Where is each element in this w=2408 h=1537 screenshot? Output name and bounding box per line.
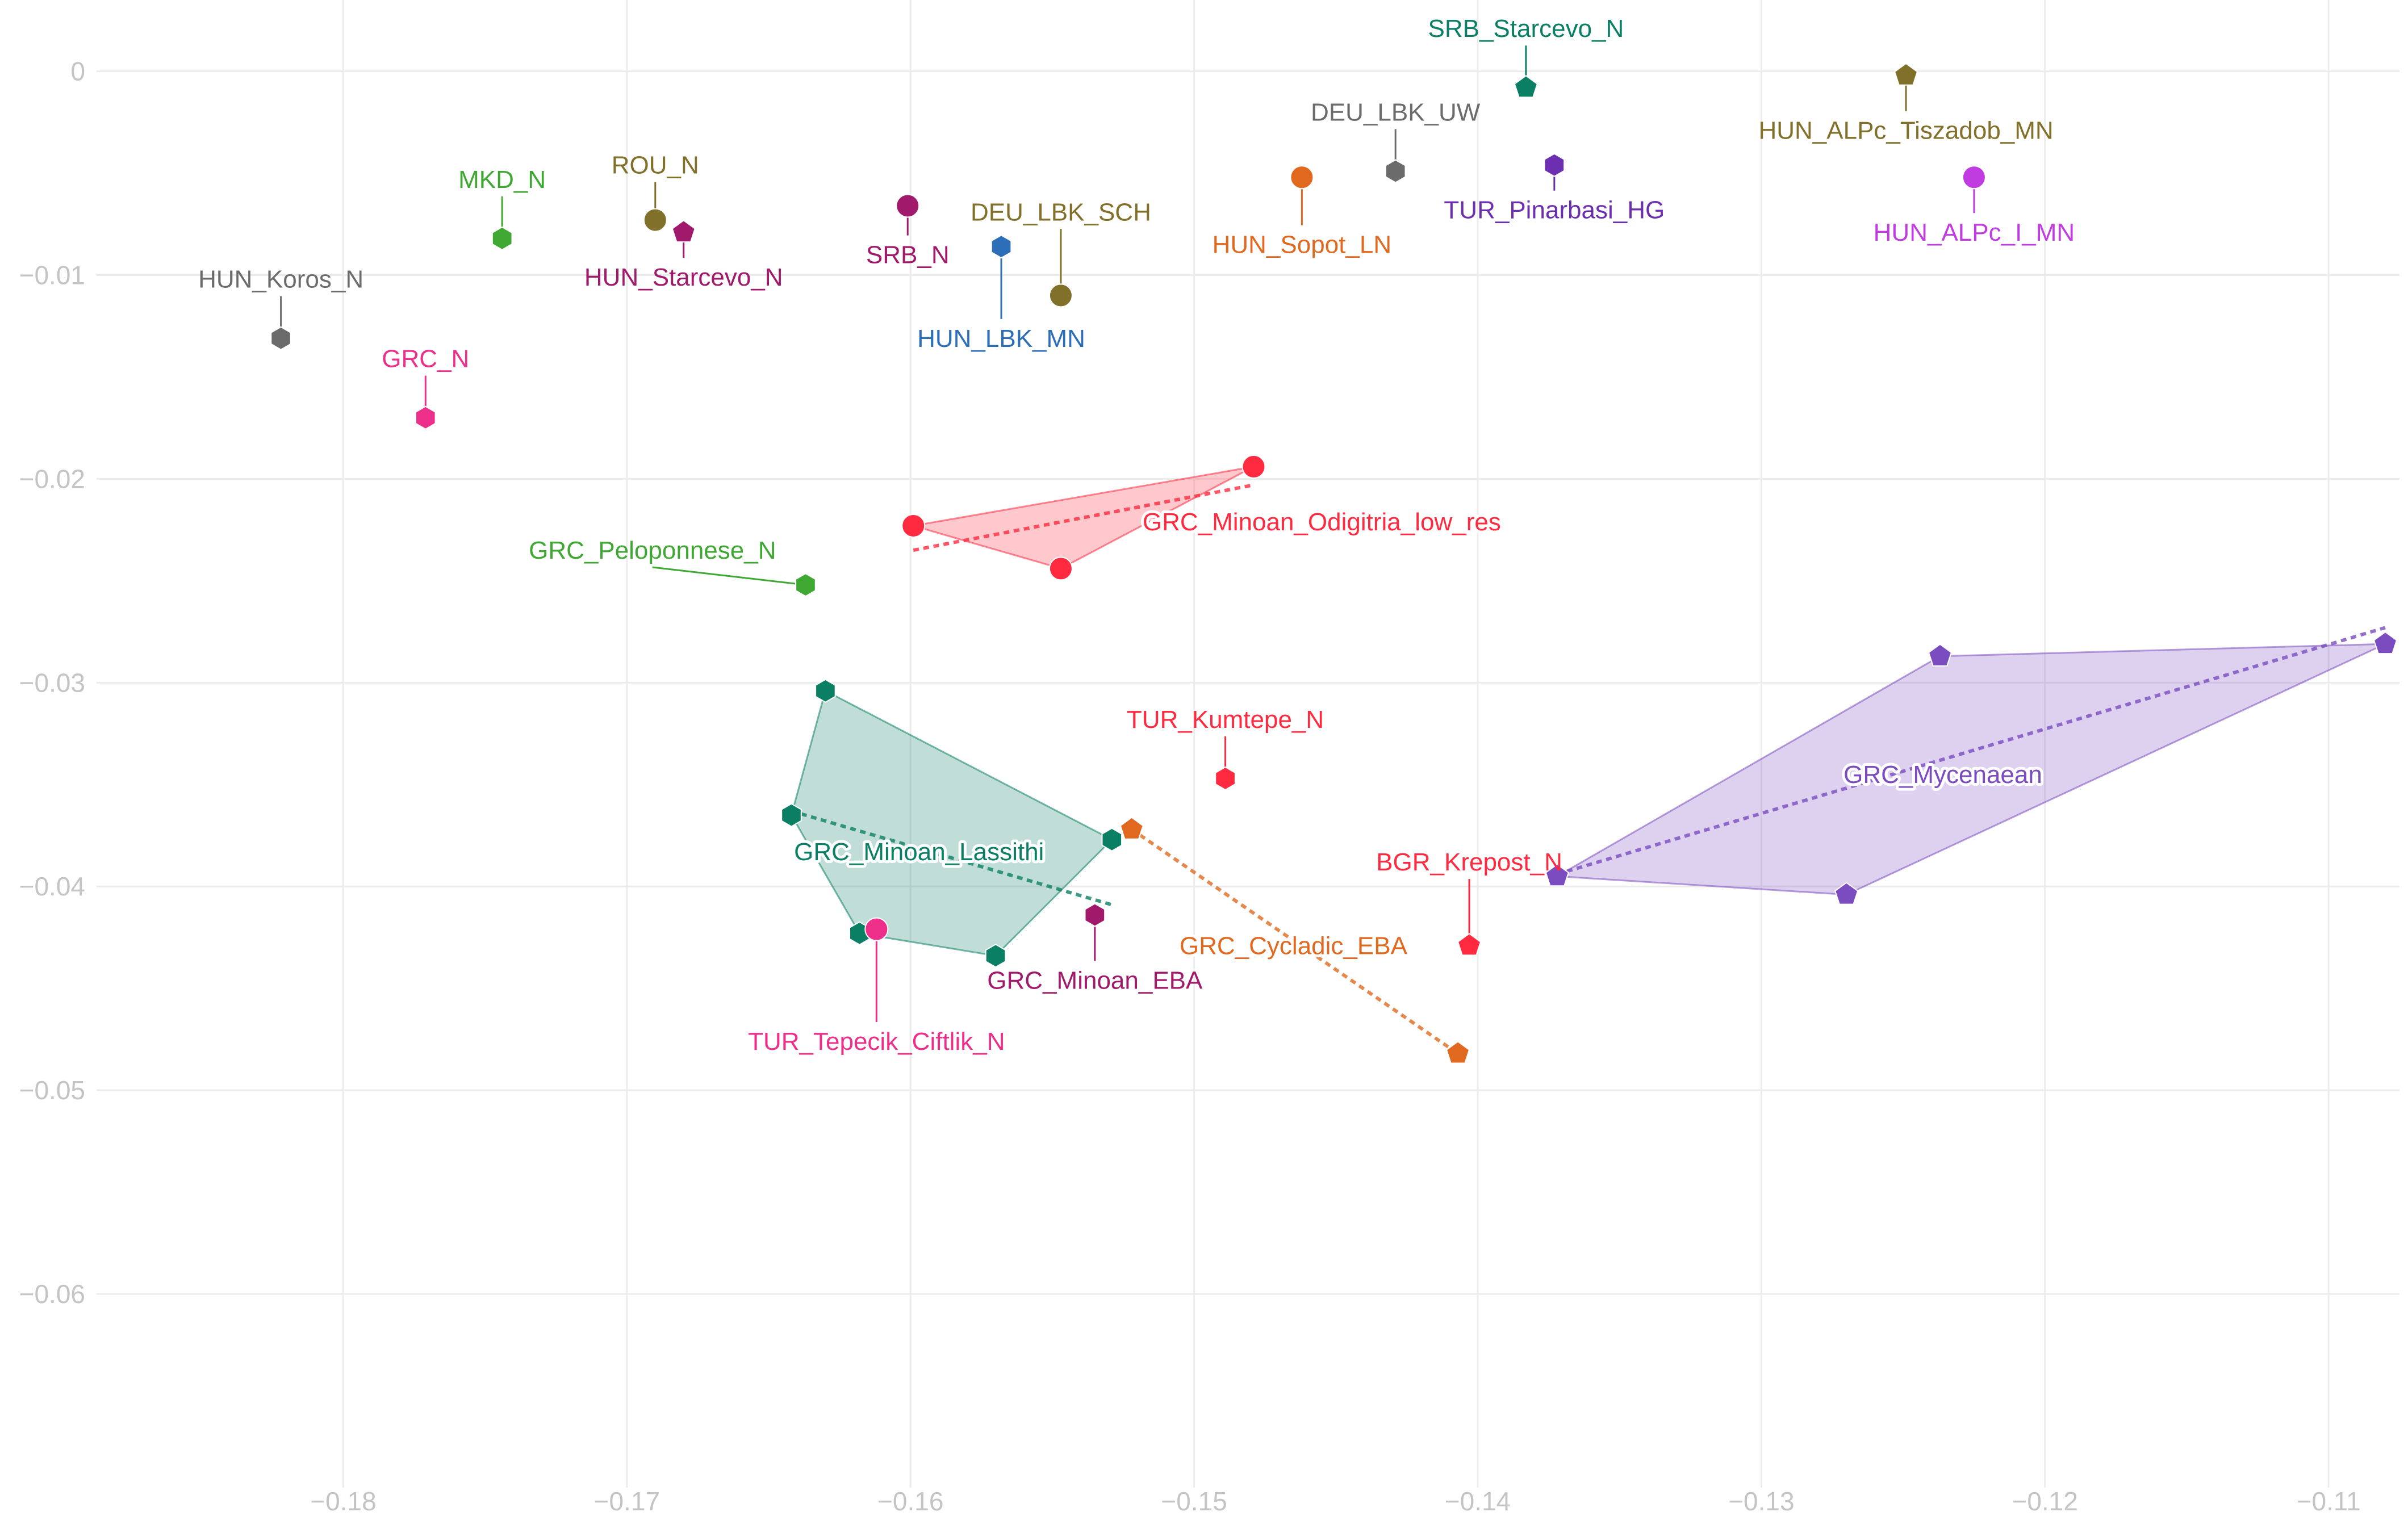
mkd-n-label: MKD_N xyxy=(458,166,546,194)
grc-minoan-odigitria-low-res-point xyxy=(901,513,926,538)
x-tick-label: −0.16 xyxy=(877,1486,943,1516)
tur-kumtepe-n-point xyxy=(1215,766,1236,791)
y-tick-label: −0.01 xyxy=(19,261,85,290)
tur-tepecik-ciftlik-n-label: TUR_Tepecik_Ciftlik_N xyxy=(748,1028,1005,1056)
deu-lbk-sch-point xyxy=(1048,283,1073,308)
grc-mycenaean-point xyxy=(1834,882,1859,905)
grc-cycladic-eba-label: GRC_Cycladic_EBA xyxy=(1180,932,1408,960)
hun-koros-n-point xyxy=(270,326,291,350)
srb-n-point xyxy=(896,194,920,218)
tur-kumtepe-n-label: TUR_Kumtepe_N xyxy=(1127,706,1324,734)
x-tick-label: −0.14 xyxy=(1445,1486,1511,1516)
y-tick-label: −0.05 xyxy=(19,1075,85,1105)
grc-mycenaean-point xyxy=(2373,631,2398,655)
hun-alpc-i-mn-point xyxy=(1962,165,1986,190)
bgr-krepost-n-label: BGR_Krepost_N xyxy=(1376,848,1562,876)
marker-layer xyxy=(270,62,2398,1064)
x-tick-label: −0.12 xyxy=(2012,1486,2078,1516)
y-tick-label: −0.02 xyxy=(19,464,85,493)
deu-lbk-uw-point xyxy=(1385,159,1406,183)
y-tick-label: −0.06 xyxy=(19,1279,85,1309)
grc-minoan-lassithi-trend-line xyxy=(791,809,1113,907)
x-tick-label: −0.15 xyxy=(1161,1486,1227,1516)
rou-n-label: ROU_N xyxy=(612,152,699,179)
grc-minoan-odigitria-low-res-point xyxy=(1048,556,1073,581)
grc-minoan-odigitria-low-res-trend-line xyxy=(913,483,1255,552)
x-tick-label: −0.17 xyxy=(594,1486,660,1516)
grc-minoan-eba-point xyxy=(1084,903,1106,927)
tur-pinarbasi-hg-point xyxy=(1544,153,1565,177)
grc-minoan-lassithi-point xyxy=(815,679,836,703)
grid-layer xyxy=(97,0,2399,1488)
grc-peloponnese-n-leader-line xyxy=(652,566,806,586)
hun-alpc-tiszadob-mn-point xyxy=(1893,62,1918,86)
grc-cycladic-eba-point xyxy=(1445,1041,1470,1064)
grc-peloponnese-n-label: GRC_Peloponnese_N xyxy=(529,537,776,564)
trend-layer xyxy=(791,483,2386,1056)
grc-minoan-odigitria-low-res-label: GRC_Minoan_Odigitria_low_res xyxy=(1143,508,1501,536)
tur-tepecik-ciftlik-n-point xyxy=(864,917,889,941)
y-tick-label: 0 xyxy=(70,57,85,86)
srb-starcevo-n-label: SRB_Starcevo_N xyxy=(1428,15,1624,43)
rou-n-point xyxy=(643,208,667,232)
label-layer: GRC_Minoan_Odigitria_low_res GRC_Minoan_L… xyxy=(198,15,2075,1056)
grc-minoan-lassithi-label: GRC_Minoan_Lassithi xyxy=(794,838,1044,866)
grc-cycladic-eba-point xyxy=(1119,816,1144,840)
grc-minoan-lassithi-hull xyxy=(790,689,1114,957)
grc-cycladic-eba-trend-line xyxy=(1131,828,1459,1056)
x-tick-label: −0.11 xyxy=(2297,1486,2361,1516)
grc-mycenaean-point xyxy=(1928,643,1953,667)
mkd-n-point xyxy=(491,226,513,251)
hun-alpc-tiszadob-mn-label: HUN_ALPc_Tiszadob_MN xyxy=(1758,117,2053,145)
grc-peloponnese-n-point xyxy=(795,572,816,597)
grc-n-label: GRC_N xyxy=(382,345,469,373)
grc-mycenaean-point xyxy=(1545,864,1569,887)
hun-starcevo-n-label: HUN_Starcevo_N xyxy=(584,263,783,291)
grc-minoan-lassithi-point xyxy=(781,803,802,827)
grc-n-point xyxy=(415,405,436,430)
grc-mycenaean-trend-line xyxy=(1556,626,2386,876)
x-tick-label: −0.13 xyxy=(1728,1486,1794,1516)
grc-minoan-lassithi-point xyxy=(1101,827,1123,852)
grc-minoan-odigitria-low-res-hull xyxy=(913,466,1255,569)
x-tick-label: −0.18 xyxy=(310,1486,376,1516)
hun-sopot-ln-label: HUN_Sopot_LN xyxy=(1213,231,1392,259)
srb-n-label: SRB_N xyxy=(866,241,950,269)
tur-pinarbasi-hg-label: TUR_Pinarbasi_HG xyxy=(1444,196,1665,224)
hun-lbk-mn-label: HUN_LBK_MN xyxy=(917,325,1085,353)
hull-layer xyxy=(790,466,2386,957)
deu-lbk-uw-label: DEU_LBK_UW xyxy=(1311,98,1481,126)
grc-minoan-eba-label: GRC_Minoan_EBA xyxy=(987,966,1203,994)
hun-sopot-ln-point xyxy=(1290,165,1314,190)
hun-alpc-i-mn-label: HUN_ALPc_I_MN xyxy=(1874,219,2075,246)
hun-starcevo-n-point xyxy=(671,219,696,243)
hun-lbk-mn-point xyxy=(990,234,1012,259)
deu-lbk-sch-label: DEU_LBK_SCH xyxy=(971,198,1151,226)
grc-minoan-lassithi-point xyxy=(985,944,1006,968)
grc-minoan-odigitria-low-res-point xyxy=(1241,454,1266,479)
grc-mycenaean-label: GRC_Mycenaean xyxy=(1843,761,2042,789)
y-tick-label: −0.03 xyxy=(19,668,85,697)
y-tick-label: −0.04 xyxy=(19,872,85,901)
hun-koros-n-label: HUN_Koros_N xyxy=(198,266,363,294)
tick-layer: −0.18 −0.17 −0.16 −0.15 −0.14 −0.13 −0.12 −0.11… xyxy=(19,57,2361,1516)
srb-starcevo-n-point xyxy=(1514,75,1539,98)
bgr-krepost-n-point xyxy=(1457,933,1482,956)
